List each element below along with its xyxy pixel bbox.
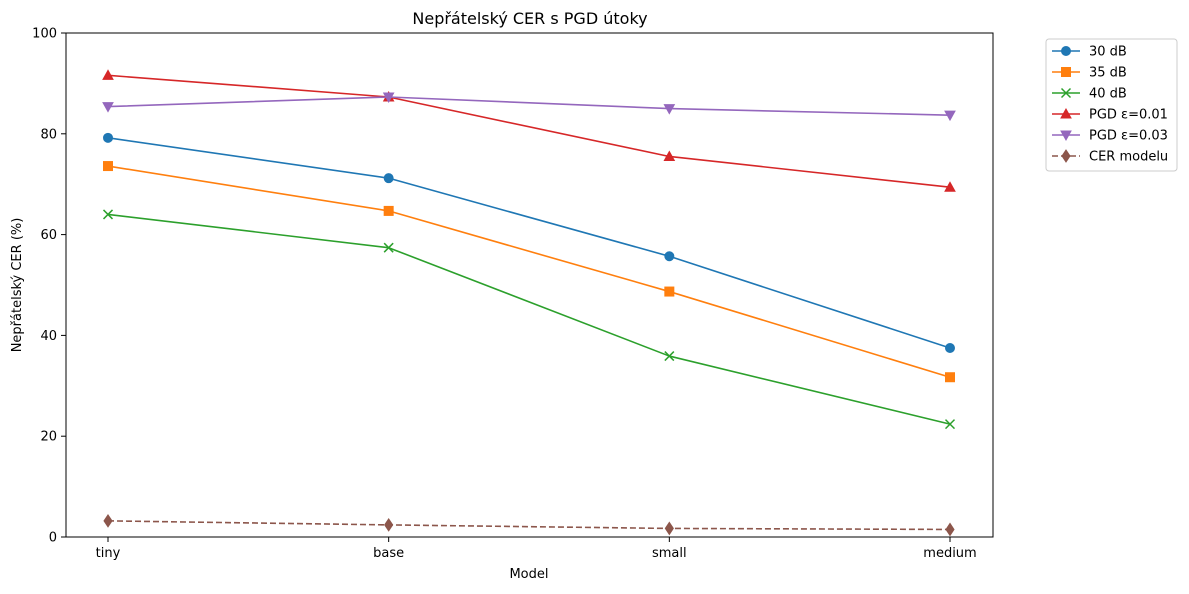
x-axis-label: Model [509, 567, 548, 582]
x-tick-label: base [373, 546, 404, 561]
data-point [663, 104, 676, 115]
legend-item: 30 dB [1052, 45, 1127, 60]
plot-area [65, 32, 994, 538]
legend-marker [1060, 107, 1072, 119]
legend-marker [1060, 87, 1072, 99]
legend-marker [1061, 67, 1071, 77]
axes-frame [65, 32, 994, 538]
chart-title: Nepřátelský CER s PGD útoky [412, 9, 647, 28]
data-point [664, 351, 675, 362]
y-axis-label: Nepřátelský CER (%) [10, 218, 25, 353]
y-tick-label: 40 [40, 329, 57, 344]
legend-label: 40 dB [1089, 87, 1127, 102]
data-point [945, 522, 955, 537]
series-0 [103, 132, 955, 353]
legend-marker [1060, 130, 1072, 142]
x-tick-label: medium [923, 546, 976, 561]
y-tick-label: 60 [40, 228, 57, 243]
legend-item: PGD ε=0.01 [1052, 108, 1168, 123]
data-point [944, 110, 956, 122]
series-line [107, 137, 951, 349]
data-point [382, 92, 395, 104]
series-2 [102, 209, 956, 430]
data-point [663, 150, 676, 161]
data-point [384, 518, 394, 532]
series-5 [103, 513, 955, 537]
legend-label: 30 dB [1089, 45, 1127, 60]
legend-label: PGD ε=0.03 [1089, 129, 1168, 144]
y-tick-label: 100 [32, 27, 57, 42]
data-point [945, 372, 955, 383]
data-point [103, 132, 113, 143]
series-line [107, 520, 951, 531]
legend-label: 35 dB [1089, 66, 1127, 81]
legend-item: 35 dB [1052, 66, 1127, 81]
data-point [664, 251, 675, 262]
x-tick-label: small [652, 546, 687, 561]
series-line [107, 74, 951, 189]
data-point [103, 513, 113, 528]
data-point [664, 521, 674, 536]
y-tick-label: 20 [40, 430, 57, 445]
x-axis: tiny base small medium [96, 537, 977, 561]
x-tick-label: tiny [96, 546, 121, 561]
data-point [103, 161, 113, 172]
data-point [944, 181, 956, 192]
legend-item: PGD ε=0.03 [1052, 129, 1168, 144]
series-1 [103, 161, 955, 383]
data-point [383, 242, 394, 253]
series-line [107, 165, 951, 378]
legend-label: CER modelu [1089, 150, 1168, 165]
data-point [102, 69, 114, 80]
y-tick-label: 0 [49, 531, 57, 546]
legend-item: 40 dB [1052, 87, 1127, 102]
legend-marker [1061, 46, 1071, 56]
y-tick-label: 80 [40, 127, 57, 142]
legend-marker [1061, 149, 1071, 163]
data-point [944, 419, 956, 430]
data-point [383, 205, 394, 216]
data-point [664, 286, 675, 297]
data-point [945, 343, 955, 353]
series-3 [102, 69, 956, 192]
data-point [102, 102, 114, 113]
legend: 30 dB 35 dB 40 dB PGD ε=0.01 PGD ε=0.03 CER m… [1045, 38, 1178, 172]
y-axis: 0 20 40 60 80 100 [32, 27, 66, 546]
legend-label: PGD ε=0.01 [1089, 108, 1168, 123]
series-line [107, 96, 951, 116]
series-line [107, 213, 951, 425]
data-point [383, 173, 394, 184]
series-4 [102, 92, 956, 122]
data-point [102, 209, 114, 220]
legend-item: CER modelu [1052, 149, 1168, 165]
